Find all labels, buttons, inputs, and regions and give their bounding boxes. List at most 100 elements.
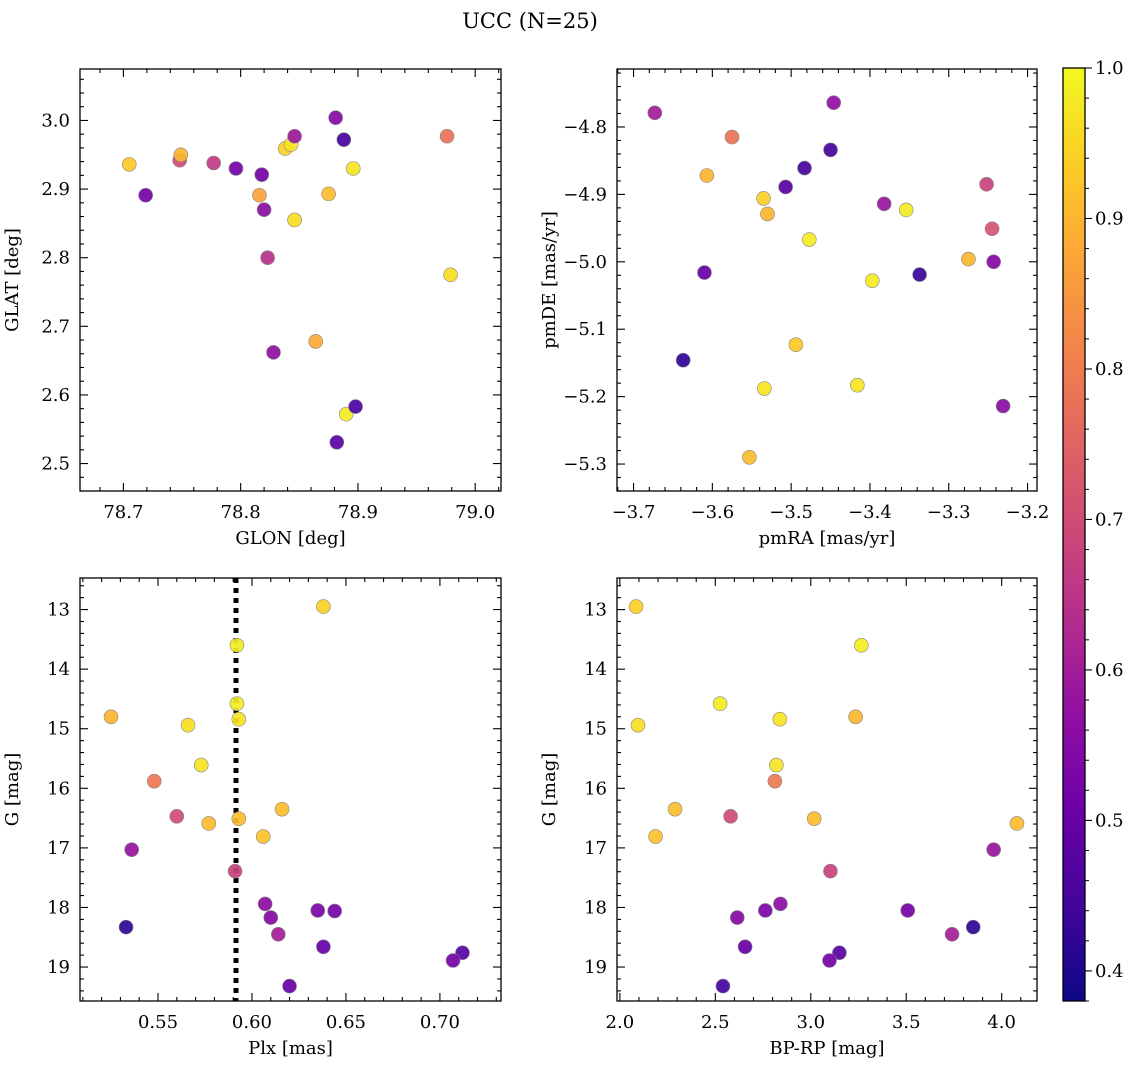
data-point bbox=[255, 829, 271, 844]
y-tick-label: −5.2 bbox=[563, 387, 607, 408]
colorbar-tick-label: 0.5 bbox=[1095, 810, 1124, 831]
data-point bbox=[876, 196, 892, 212]
data-point bbox=[648, 829, 663, 844]
data-point bbox=[316, 939, 331, 955]
data-point bbox=[697, 265, 712, 280]
y-axis-label: G [mag] bbox=[539, 753, 560, 826]
data-point bbox=[778, 179, 793, 195]
data-point bbox=[146, 773, 162, 789]
data-point bbox=[823, 863, 838, 879]
data-point bbox=[823, 142, 838, 158]
x-tick-label: 2.0 bbox=[606, 1012, 635, 1033]
data-point bbox=[121, 157, 137, 172]
data-point bbox=[772, 711, 788, 727]
y-tick-label: 14 bbox=[584, 659, 607, 680]
x-axis-label: Plx [mas] bbox=[248, 1038, 333, 1059]
colorbar-tick-label: 0.7 bbox=[1095, 509, 1124, 530]
y-tick-label: 2.7 bbox=[41, 316, 70, 337]
x-axis-label: pmRA [mas/yr] bbox=[759, 528, 896, 549]
data-point bbox=[138, 187, 153, 203]
data-point bbox=[308, 334, 324, 349]
x-tick-label: 79.0 bbox=[455, 502, 495, 523]
y-tick-label: 2.8 bbox=[41, 248, 70, 269]
data-point bbox=[865, 273, 880, 288]
data-point bbox=[675, 352, 691, 368]
axis-ticks bbox=[617, 578, 1037, 1001]
scatter-points bbox=[103, 599, 470, 994]
data-point bbox=[944, 926, 960, 942]
axis-ticks bbox=[80, 578, 501, 1001]
data-point bbox=[630, 717, 646, 733]
y-tick-label: 18 bbox=[584, 897, 607, 918]
y-axis-label: pmDE [mas/yr] bbox=[539, 211, 560, 349]
data-point bbox=[756, 191, 771, 206]
axes-frame bbox=[79, 577, 502, 1002]
scatter-points bbox=[647, 95, 1011, 465]
y-tick-label: 3.0 bbox=[41, 110, 70, 131]
data-point bbox=[193, 757, 209, 773]
data-point bbox=[712, 696, 728, 712]
data-point bbox=[912, 267, 927, 282]
data-point bbox=[848, 709, 863, 725]
data-point bbox=[986, 842, 1001, 857]
data-point bbox=[729, 910, 745, 925]
data-point bbox=[898, 202, 914, 218]
data-point bbox=[699, 168, 715, 183]
data-point bbox=[287, 128, 302, 144]
data-point bbox=[760, 206, 775, 222]
panel-pmra-pmde: −3.7 −3.6 −3.5 −3.4 −3.3 −3.2 −5.3 −5.2 −5.1 −5.0… bbox=[539, 68, 1049, 549]
data-point bbox=[443, 267, 458, 283]
data-point bbox=[180, 717, 196, 733]
data-point bbox=[282, 978, 297, 994]
data-point bbox=[118, 919, 134, 935]
data-point bbox=[287, 212, 302, 228]
x-tick-label: 2.5 bbox=[701, 1012, 730, 1033]
data-point bbox=[986, 254, 1001, 270]
data-point bbox=[767, 773, 783, 789]
y-tick-label: 2.6 bbox=[41, 385, 70, 406]
data-point bbox=[227, 863, 243, 879]
data-point bbox=[229, 696, 245, 712]
data-point bbox=[231, 811, 247, 826]
x-tick-label: −3.4 bbox=[848, 502, 892, 523]
data-point bbox=[328, 110, 343, 126]
data-point bbox=[270, 926, 286, 942]
data-point bbox=[667, 801, 683, 817]
data-point bbox=[715, 978, 731, 994]
x-tick-label: 78.8 bbox=[221, 502, 261, 523]
colorbar: 0.4 0.5 0.6 0.7 0.8 0.9 1.0 bbox=[1062, 58, 1124, 1002]
data-point bbox=[316, 599, 331, 614]
x-tick-label: 0.70 bbox=[420, 1012, 460, 1033]
x-tick-label: 3.5 bbox=[892, 1012, 921, 1033]
colorbar-tick-label: 0.9 bbox=[1095, 208, 1124, 229]
data-point bbox=[965, 919, 981, 935]
data-point bbox=[445, 953, 461, 968]
data-point bbox=[229, 638, 245, 653]
colorbar-tick-label: 0.6 bbox=[1095, 660, 1124, 681]
figure-title: UCC (N=25) bbox=[462, 9, 598, 33]
data-point bbox=[254, 167, 270, 182]
colorbar-tick-label: 0.8 bbox=[1095, 359, 1124, 380]
x-tick-label: 78.9 bbox=[338, 502, 378, 523]
data-point bbox=[257, 896, 273, 912]
data-point bbox=[439, 128, 455, 144]
y-tick-label: 14 bbox=[47, 659, 70, 680]
y-axis-label: GLAT [deg] bbox=[2, 228, 23, 332]
y-tick-label: 15 bbox=[47, 719, 70, 740]
data-point bbox=[263, 910, 279, 925]
y-tick-label: −5.3 bbox=[563, 454, 607, 475]
data-point bbox=[806, 811, 822, 826]
data-point bbox=[854, 638, 869, 653]
data-point bbox=[801, 232, 817, 247]
data-point bbox=[773, 896, 788, 912]
y-tick-label: 19 bbox=[47, 957, 70, 978]
scatter-points bbox=[121, 110, 458, 450]
y-tick-label: 16 bbox=[47, 778, 70, 799]
x-tick-label: 4.0 bbox=[987, 1012, 1016, 1033]
data-point bbox=[742, 449, 757, 465]
data-point bbox=[961, 251, 976, 267]
data-point bbox=[310, 903, 326, 918]
y-tick-label: 13 bbox=[47, 600, 70, 621]
panel-bprp-g: 2.0 2.5 3.0 3.5 4.0 13 14 15 16 17 18 19 BP-RP [mag]… bbox=[539, 577, 1038, 1059]
data-point bbox=[769, 757, 784, 773]
